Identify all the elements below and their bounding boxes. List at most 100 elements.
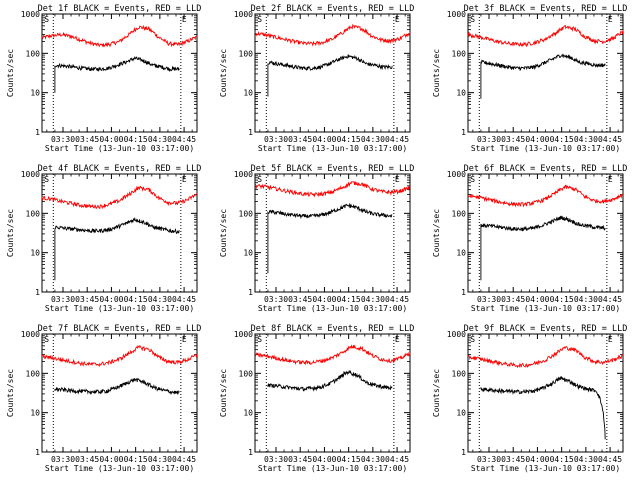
x-tick-label: 03:45 xyxy=(75,455,99,464)
x-axis-label: Start Time (13-Jun-10 03:17:00) xyxy=(45,464,194,473)
x-tick-label: 04:00 xyxy=(525,135,549,144)
y-tick-label: 100 xyxy=(239,49,254,58)
x-tick-label: 03:45 xyxy=(75,295,99,304)
series-lld-line xyxy=(41,185,198,210)
series-lld-line xyxy=(254,23,411,47)
y-tick-label: 10 xyxy=(30,89,40,98)
series-events-line xyxy=(480,53,606,99)
x-tick-label: 04:30 xyxy=(361,135,385,144)
start-marker: S xyxy=(44,335,49,344)
x-tick-label: 04:30 xyxy=(361,295,385,304)
x-axis-label: Start Time (13-Jun-10 03:17:00) xyxy=(258,144,407,153)
start-marker: S xyxy=(257,335,262,344)
y-axis-label: Counts/sec xyxy=(432,49,441,97)
x-axis-label: Start Time (13-Jun-10 03:17:00) xyxy=(45,144,194,153)
x-axis-label: Start Time (13-Jun-10 03:17:00) xyxy=(45,304,194,313)
chart-title: Det 2f BLACK = Events, RED = LLD xyxy=(251,4,415,14)
x-axis-label: Start Time (13-Jun-10 03:17:00) xyxy=(258,304,407,313)
end-marker: E xyxy=(182,335,187,344)
x-tick-label: 03:45 xyxy=(501,135,525,144)
end-marker: E xyxy=(182,15,187,24)
y-tick-label: 1 xyxy=(35,128,40,137)
chart-title: Det 7f BLACK = Events, RED = LLD xyxy=(38,324,202,334)
panel-1: Det 1f BLACK = Events, RED = LLD 1 10 100 10… xyxy=(6,4,201,153)
y-tick-label: 1000 xyxy=(21,10,40,19)
x-axis-label: Start Time (13-Jun-10 03:17:00) xyxy=(471,144,620,153)
end-marker: E xyxy=(608,15,613,24)
y-tick-label: 100 xyxy=(26,49,41,58)
x-tick-label: 04:00 xyxy=(99,135,123,144)
end-marker: E xyxy=(608,335,613,344)
series-events-line xyxy=(54,55,180,93)
y-axis-label: Counts/sec xyxy=(219,209,228,257)
panel-6: Det 6f BLACK = Events, RED = LLD 1 10 100 10… xyxy=(432,164,627,313)
x-tick-label: 04:15 xyxy=(550,455,574,464)
series-lld-line xyxy=(41,344,198,368)
y-tick-label: 100 xyxy=(239,369,254,378)
y-tick-label: 10 xyxy=(30,249,40,258)
series-lld-line xyxy=(467,184,624,208)
y-tick-label: 1000 xyxy=(234,10,253,19)
x-tick-label: 04:15 xyxy=(550,135,574,144)
y-tick-label: 1000 xyxy=(447,170,466,179)
x-tick-label: 03:30 xyxy=(477,135,501,144)
chart-title: Det 3f BLACK = Events, RED = LLD xyxy=(464,4,628,14)
x-tick-label: 04:30 xyxy=(574,295,598,304)
panel-3: Det 3f BLACK = Events, RED = LLD 1 10 100 10… xyxy=(432,4,627,153)
y-tick-label: 1000 xyxy=(21,170,40,179)
x-tick-label: 03:30 xyxy=(477,295,501,304)
y-tick-label: 10 xyxy=(456,249,466,258)
x-tick-label: 03:30 xyxy=(51,455,75,464)
series-lld-line xyxy=(41,24,198,48)
y-axis-label: Counts/sec xyxy=(6,49,15,97)
x-tick-label: 03:45 xyxy=(288,455,312,464)
x-tick-label: 04:00 xyxy=(99,455,123,464)
y-axis-label: Counts/sec xyxy=(432,369,441,417)
y-tick-label: 1 xyxy=(248,448,253,457)
y-axis-label: Counts/sec xyxy=(432,209,441,257)
y-tick-label: 10 xyxy=(456,409,466,418)
x-tick-label: 03:30 xyxy=(264,135,288,144)
y-tick-label: 10 xyxy=(243,409,253,418)
x-tick-label: 04:45 xyxy=(172,135,196,144)
x-tick-label: 04:30 xyxy=(148,455,172,464)
y-axis-label: Counts/sec xyxy=(219,369,228,417)
series-events-line xyxy=(54,216,180,281)
x-tick-label: 04:45 xyxy=(172,455,196,464)
start-marker: S xyxy=(257,175,262,184)
x-tick-label: 04:30 xyxy=(148,295,172,304)
x-tick-label: 03:45 xyxy=(501,455,525,464)
y-tick-label: 1000 xyxy=(447,330,466,339)
y-tick-label: 1 xyxy=(248,128,253,137)
x-axis-label: Start Time (13-Jun-10 03:17:00) xyxy=(471,464,620,473)
x-axis-label: Start Time (13-Jun-10 03:17:00) xyxy=(471,304,620,313)
plot-frame xyxy=(254,333,411,453)
plot-frame xyxy=(41,13,198,133)
chart-title: Det 1f BLACK = Events, RED = LLD xyxy=(38,4,202,14)
y-tick-label: 1000 xyxy=(234,330,253,339)
x-tick-label: 03:45 xyxy=(288,295,312,304)
chart-title: Det 6f BLACK = Events, RED = LLD xyxy=(464,164,628,174)
y-axis-label: Counts/sec xyxy=(219,49,228,97)
x-tick-label: 04:30 xyxy=(574,455,598,464)
plot-frame xyxy=(254,13,411,133)
y-axis-label: Counts/sec xyxy=(6,209,15,257)
x-tick-label: 03:30 xyxy=(477,455,501,464)
series-events-line xyxy=(267,54,393,97)
start-marker: S xyxy=(257,15,262,24)
y-tick-label: 1 xyxy=(248,288,253,297)
x-tick-label: 04:30 xyxy=(148,135,172,144)
plot-frame xyxy=(254,173,411,293)
series-events-line xyxy=(480,375,606,440)
y-tick-label: 10 xyxy=(456,89,466,98)
series-lld-line xyxy=(254,181,411,198)
x-tick-label: 04:45 xyxy=(172,295,196,304)
plot-frame xyxy=(467,13,624,133)
x-tick-label: 03:30 xyxy=(51,295,75,304)
panel-4: Det 4f BLACK = Events, RED = LLD 1 10 100 10… xyxy=(6,164,201,313)
x-tick-label: 04:45 xyxy=(598,455,622,464)
end-marker: E xyxy=(182,175,187,184)
end-marker: E xyxy=(395,15,400,24)
x-tick-label: 04:30 xyxy=(361,455,385,464)
